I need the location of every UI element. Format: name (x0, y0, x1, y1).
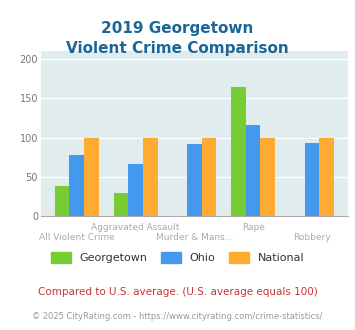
Bar (114, 193, 128, 216)
Bar (55, 186, 70, 216)
Bar (261, 138, 275, 216)
Bar (202, 138, 217, 216)
Bar (246, 125, 261, 216)
Legend: Georgetown, Ohio, National: Georgetown, Ohio, National (51, 252, 304, 263)
Bar (305, 143, 319, 216)
Text: Murder & Mans...: Murder & Mans... (156, 233, 233, 242)
Text: © 2025 CityRating.com - https://www.cityrating.com/crime-statistics/: © 2025 CityRating.com - https://www.city… (32, 312, 323, 321)
Text: Violent Crime Comparison: Violent Crime Comparison (66, 41, 289, 56)
Text: Compared to U.S. average. (U.S. average equals 100): Compared to U.S. average. (U.S. average … (38, 287, 317, 297)
Text: 2019 Georgetown: 2019 Georgetown (101, 21, 254, 36)
Bar (70, 155, 84, 216)
Text: Robbery: Robbery (293, 233, 331, 242)
Text: Rape: Rape (242, 223, 264, 232)
Bar (84, 138, 99, 216)
Bar (143, 138, 158, 216)
Bar (128, 164, 143, 216)
Bar (231, 86, 246, 216)
Bar (319, 138, 334, 216)
Text: All Violent Crime: All Violent Crime (39, 233, 115, 242)
Bar (187, 144, 202, 216)
Text: Aggravated Assault: Aggravated Assault (91, 223, 180, 232)
